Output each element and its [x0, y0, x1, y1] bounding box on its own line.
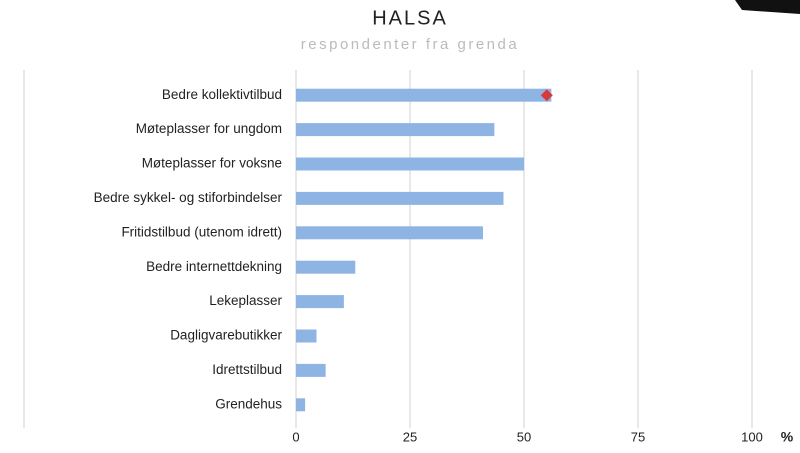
- y-tick-label: Bedre sykkel- og stiforbindelser: [94, 190, 283, 205]
- bar: [296, 398, 305, 411]
- bar: [296, 261, 355, 274]
- corner-decoration: [735, 0, 800, 14]
- chart-title: HALSA: [372, 7, 448, 29]
- bar: [296, 330, 317, 343]
- y-tick-label: Lekeplasser: [209, 293, 282, 308]
- x-axis-label: %: [781, 429, 794, 445]
- y-tick-label: Møteplasser for voksne: [142, 156, 282, 171]
- chart: HALSA respondenter fra grenda % 0 25 50 75 1…: [0, 0, 800, 448]
- x-tick-label: 75: [631, 429, 645, 444]
- chart-subtitle: respondenter fra grenda: [301, 36, 519, 53]
- x-tick-label: 100: [741, 429, 763, 444]
- bar: [296, 226, 483, 239]
- bar: [296, 158, 524, 171]
- y-tick-label: Møteplasser for ungdom: [136, 121, 282, 136]
- bar: [296, 89, 551, 102]
- bar: [296, 364, 326, 377]
- x-tick-label: 0: [292, 429, 299, 444]
- y-tick-label: Idrettstilbud: [212, 362, 282, 377]
- bar: [296, 192, 503, 205]
- y-tick-label: Bedre kollektivtilbud: [162, 87, 282, 102]
- bar: [296, 123, 494, 136]
- bar: [296, 295, 344, 308]
- y-tick-label: Fritidstilbud (utenom idrett): [121, 224, 282, 239]
- x-tick-label: 50: [517, 429, 531, 444]
- y-tick-label: Grendehus: [215, 396, 282, 411]
- y-tick-label: Dagligvarebutikker: [170, 328, 282, 343]
- y-tick-label: Bedre internettdekning: [146, 259, 282, 274]
- x-tick-label: 25: [403, 429, 417, 444]
